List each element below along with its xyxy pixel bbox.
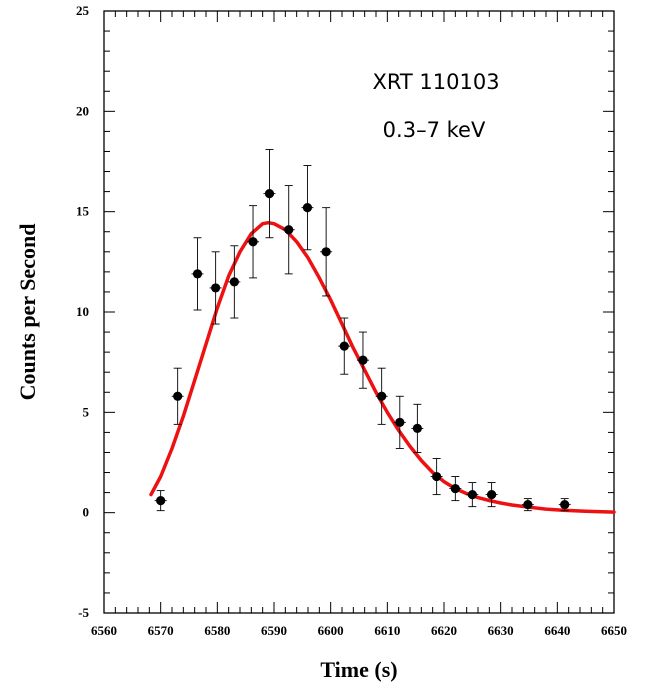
fit-curve xyxy=(149,220,616,514)
y-tick-label: 15 xyxy=(76,204,90,219)
data-marker xyxy=(560,500,570,510)
data-marker xyxy=(339,341,349,351)
data-marker xyxy=(248,237,258,247)
x-tick-label: 6570 xyxy=(148,623,174,638)
x-tick-label: 6560 xyxy=(91,623,117,638)
axis-ticks xyxy=(103,10,615,614)
data-point xyxy=(228,245,241,319)
data-marker xyxy=(192,269,203,279)
data-marker xyxy=(229,277,239,287)
x-tick-label: 6610 xyxy=(374,623,400,638)
x-tick-label: 6620 xyxy=(431,623,457,638)
x-tick-label: 6630 xyxy=(488,623,514,638)
data-point xyxy=(320,207,333,297)
data-marker xyxy=(523,500,533,510)
data-marker xyxy=(377,391,387,401)
data-point xyxy=(154,490,167,512)
y-tick-labels: -5 0 5 10 15 20 25 xyxy=(76,3,90,620)
y-tick-label: 20 xyxy=(76,103,89,118)
data-point xyxy=(263,149,276,239)
data-point xyxy=(171,367,184,425)
data-point xyxy=(191,237,204,311)
data-point xyxy=(558,498,571,512)
data-marker xyxy=(264,189,275,199)
annotation-source: XRT 110103 xyxy=(372,70,499,94)
annotation-energy-band: 0.3–7 keV xyxy=(383,118,486,142)
data-point xyxy=(485,482,498,508)
data-marker xyxy=(432,471,442,482)
data-marker xyxy=(284,225,294,235)
x-tick-label: 6580 xyxy=(204,623,230,638)
data-marker xyxy=(156,496,166,506)
x-tick-label: 6640 xyxy=(544,623,570,638)
data-point xyxy=(466,482,479,508)
y-axis-title: Counts per Second xyxy=(15,224,40,401)
x-tick-label: 6650 xyxy=(601,623,627,638)
data-marker xyxy=(467,490,477,500)
data-marker xyxy=(395,417,405,427)
data-point xyxy=(356,331,369,389)
y-tick-label: -5 xyxy=(78,605,89,620)
y-tick-label: 5 xyxy=(83,404,90,419)
data-point xyxy=(521,498,534,512)
data-marker xyxy=(450,483,460,494)
y-tick-label: 25 xyxy=(76,3,90,18)
data-marker xyxy=(487,490,497,500)
data-point xyxy=(449,476,462,502)
fit-curve-layer xyxy=(149,220,616,514)
data-point xyxy=(393,395,406,449)
data-point xyxy=(430,458,443,496)
data-marker xyxy=(412,423,422,433)
data-point xyxy=(301,165,314,251)
x-tick-label: 6590 xyxy=(261,623,287,638)
data-marker xyxy=(173,391,183,401)
data-point xyxy=(247,205,260,279)
y-tick-label: 10 xyxy=(76,304,89,319)
x-tick-label: 6600 xyxy=(318,623,344,638)
data-points-layer xyxy=(154,149,571,512)
data-marker xyxy=(211,283,221,293)
data-point xyxy=(411,403,424,453)
data-marker xyxy=(358,355,368,365)
data-point xyxy=(209,251,222,325)
x-axis-title: Time (s) xyxy=(320,657,397,682)
plot-frame xyxy=(103,10,615,614)
data-marker xyxy=(321,247,331,257)
data-marker xyxy=(302,203,313,213)
data-point xyxy=(375,367,388,425)
y-tick-label: 0 xyxy=(83,505,90,520)
x-tick-labels: 6560 6570 6580 6590 6600 6610 6620 6630 6640 6650 xyxy=(91,623,627,638)
data-point xyxy=(338,317,351,375)
data-point xyxy=(282,185,295,275)
